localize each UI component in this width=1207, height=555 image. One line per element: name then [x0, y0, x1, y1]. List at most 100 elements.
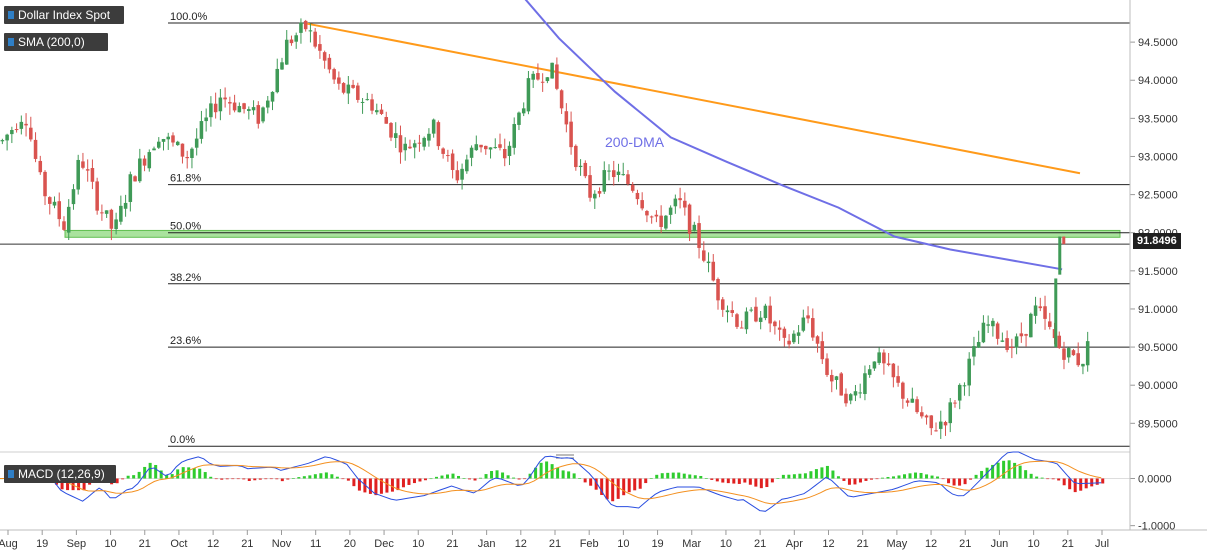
candle-body	[218, 97, 223, 112]
candlestick-layer	[0, 18, 1090, 439]
macd-histogram-bar	[1079, 478, 1083, 491]
macd-histogram-bar	[374, 478, 378, 496]
candle-body	[720, 299, 725, 310]
candle-body	[754, 306, 758, 322]
macd-badge[interactable]: MACD (12,26,9)	[4, 465, 116, 483]
macd-histogram-bar	[352, 478, 356, 487]
candle-body	[133, 176, 137, 182]
macd-histogram-bar	[236, 478, 240, 480]
x-tick-label: 19	[651, 538, 663, 550]
macd-histogram-bar	[313, 474, 317, 479]
x-tick-label: 11	[310, 538, 321, 550]
fibonacci-levels-layer: 100.0% 61.8% 50.0% 38.2% 23.6% 0.0%	[0, 11, 1130, 447]
sma-badge[interactable]: SMA (200,0)	[4, 33, 108, 51]
candle-body	[446, 155, 450, 157]
candle-body	[474, 144, 479, 151]
macd-label: MACD (12,26,9)	[18, 467, 105, 481]
candle-body	[90, 168, 95, 182]
macd-histogram-bar	[886, 476, 890, 479]
macd-histogram-bar	[401, 478, 405, 488]
candle-body	[787, 340, 791, 345]
candle-body	[375, 110, 379, 113]
y-tick-label: 94.0000	[1138, 75, 1178, 87]
candle-body	[962, 385, 967, 387]
candle-body	[436, 122, 441, 147]
x-tick-label: 19	[36, 538, 48, 550]
candle-body	[251, 107, 256, 111]
main-plot-area	[0, 0, 1130, 450]
candle-body	[578, 165, 583, 168]
instrument-badge[interactable]: Dollar Index Spot	[4, 6, 124, 24]
descending-trendline	[303, 22, 1081, 175]
macd-histogram-bar	[715, 478, 719, 482]
macd-histogram-bar	[1024, 470, 1028, 479]
candle-body	[1076, 353, 1080, 366]
candle-body	[972, 346, 976, 357]
candle-body	[593, 193, 597, 199]
macd-histogram-bar	[1095, 478, 1099, 485]
x-tick-label: Apr	[786, 538, 803, 550]
macd-histogram-bar	[1007, 460, 1011, 479]
macd-histogram-bar	[991, 464, 995, 479]
x-tick-label: May	[886, 538, 907, 550]
candle-body	[138, 158, 142, 182]
macd-histogram-bar	[616, 478, 620, 499]
candle-body	[100, 212, 104, 214]
candle-body	[687, 204, 692, 234]
candle-body	[957, 384, 962, 401]
candle-body	[71, 189, 76, 205]
macd-histogram-bar	[638, 478, 642, 489]
candle-body	[247, 109, 251, 111]
candle-body	[640, 200, 644, 209]
candle-body	[417, 142, 422, 144]
candle-body	[237, 106, 242, 113]
macd-histogram-bar	[1029, 473, 1033, 479]
candle-body	[147, 152, 152, 169]
x-tick-label: Aug	[0, 538, 18, 550]
macd-histogram-bar	[368, 478, 372, 494]
candle-body	[905, 400, 910, 403]
y-tick-label: 89.5000	[1138, 418, 1178, 430]
candle-body	[228, 102, 232, 104]
macd-histogram-bar	[247, 478, 251, 481]
candle-body	[327, 57, 332, 70]
y-tick-label: 94.5000	[1138, 37, 1178, 49]
macd-histogram-bar	[82, 478, 86, 491]
macd-histogram-bar	[787, 474, 791, 479]
macd-histogram-bar	[655, 474, 659, 479]
macd-histogram-bar	[798, 473, 802, 479]
candle-body	[1000, 340, 1005, 342]
candle-body	[744, 311, 749, 330]
candle-body	[322, 52, 327, 61]
macd-histogram-bar	[743, 478, 747, 483]
macd-histogram-bar	[545, 461, 549, 479]
x-tick-label: Mar	[682, 538, 701, 550]
candle-body	[697, 223, 701, 248]
macd-histogram-bar	[462, 478, 466, 479]
macd-histogram-bar	[434, 476, 438, 479]
macd-histogram-bar	[792, 474, 796, 479]
macd-histogram-bar	[385, 478, 389, 493]
macd-histogram-bar	[275, 478, 279, 480]
candle-body	[81, 161, 85, 168]
candle-body	[479, 144, 483, 148]
macd-histogram-bar	[1068, 478, 1072, 490]
candle-body	[1019, 333, 1024, 337]
last-price-tag: 91.8496	[1133, 233, 1181, 249]
macd-histogram-bar	[390, 478, 394, 492]
macd-histogram-bar	[412, 478, 416, 484]
candle-body	[1057, 335, 1062, 348]
macd-histogram-bar	[649, 478, 653, 479]
x-tick-label: 12	[925, 538, 937, 550]
y-tick-label: 93.5000	[1138, 113, 1178, 125]
candle-body	[393, 133, 398, 139]
macd-histogram-bar	[594, 478, 598, 490]
macd-histogram-bar	[831, 470, 835, 479]
candle-body	[564, 111, 569, 125]
candle-body	[877, 352, 881, 363]
candle-body	[991, 320, 995, 327]
macd-histogram-bar	[132, 475, 136, 479]
macd-histogram-bar	[484, 474, 488, 479]
candle-body	[673, 198, 678, 207]
candle-body	[820, 341, 825, 360]
